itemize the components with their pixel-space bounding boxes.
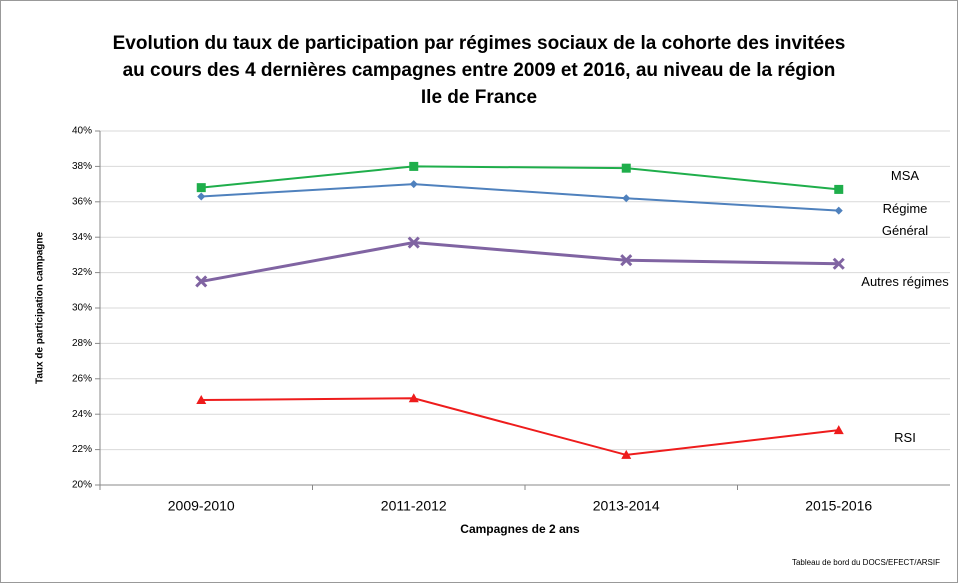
y-tick-label: 24% bbox=[72, 409, 92, 420]
series-line bbox=[201, 165, 839, 191]
chart-title: Evolution du taux de participation par r… bbox=[113, 33, 846, 54]
x-tick-label: 2015-2016 bbox=[805, 498, 872, 514]
x-tick-label: 2011-2012 bbox=[381, 498, 447, 514]
chart-title: au cours des 4 dernières campagnes entre… bbox=[123, 60, 836, 81]
y-tick-label: 34% bbox=[72, 232, 92, 243]
marker bbox=[622, 194, 631, 203]
series-label: MSA bbox=[890, 168, 920, 183]
series-label: Régime Général bbox=[881, 201, 929, 238]
series-line bbox=[200, 240, 839, 283]
x-axis-label: Campagnes de 2 ans bbox=[460, 522, 580, 536]
y-tick-label: 22% bbox=[72, 444, 92, 455]
marker bbox=[834, 206, 843, 215]
marker bbox=[408, 393, 419, 403]
x-tick-label: 2013-2014 bbox=[593, 498, 660, 514]
series-line bbox=[201, 397, 839, 456]
y-tick-label: 28% bbox=[72, 338, 92, 349]
marker bbox=[620, 254, 633, 267]
y-tick-label: 30% bbox=[72, 303, 92, 314]
source-note: Tableau de bord du DOCS/EFECT/ARSIF bbox=[792, 558, 940, 567]
marker bbox=[196, 395, 207, 405]
y-tick-label: 36% bbox=[72, 196, 92, 207]
marker bbox=[409, 161, 419, 171]
marker bbox=[621, 449, 632, 459]
marker bbox=[197, 192, 206, 201]
x-tick-label: 2009-2010 bbox=[168, 498, 235, 514]
y-tick-label: 38% bbox=[72, 161, 92, 172]
y-tick-label: 26% bbox=[72, 373, 92, 384]
y-tick-label: 32% bbox=[72, 267, 92, 278]
marker bbox=[407, 236, 420, 249]
series-label: RSI bbox=[894, 430, 916, 445]
chart-title: Ile de France bbox=[421, 87, 537, 108]
marker bbox=[833, 425, 844, 435]
y-tick-label: 40% bbox=[72, 126, 92, 137]
y-tick-label: 20% bbox=[72, 480, 92, 491]
marker bbox=[834, 184, 844, 194]
marker bbox=[409, 180, 418, 189]
marker bbox=[621, 163, 631, 173]
marker bbox=[832, 257, 845, 270]
series-line bbox=[201, 183, 839, 212]
series-label: Autres régimes bbox=[861, 274, 949, 289]
y-axis-label: Taux de participation campagne bbox=[35, 232, 46, 385]
marker bbox=[195, 275, 208, 288]
marker bbox=[196, 183, 206, 193]
